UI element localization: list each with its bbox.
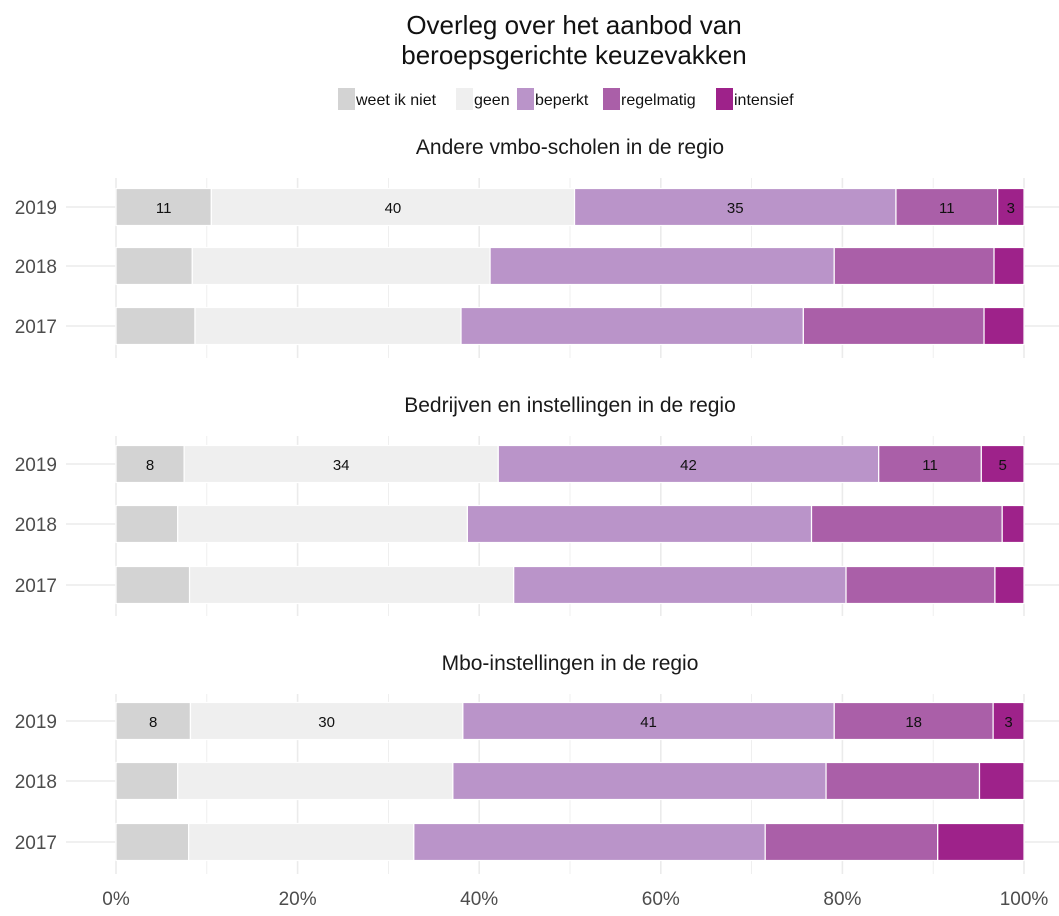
data-label: 11 bbox=[922, 457, 938, 474]
bar-segment bbox=[115, 565, 191, 605]
bar-segment bbox=[115, 761, 179, 801]
y-tick-label: 2017 bbox=[15, 833, 57, 854]
bar-segment bbox=[833, 701, 994, 741]
data-label: 11 bbox=[156, 200, 172, 217]
panel-title: Andere vmbo-scholen in de regio bbox=[416, 136, 724, 159]
bar-segment bbox=[997, 187, 1025, 227]
bar-segment bbox=[115, 444, 185, 484]
bar-segment bbox=[573, 187, 897, 227]
data-label: 18 bbox=[905, 714, 922, 731]
y-tick-label: 2019 bbox=[15, 198, 57, 219]
bar-segment bbox=[177, 761, 454, 801]
bar-segment bbox=[194, 306, 462, 346]
y-tick-label: 2017 bbox=[15, 576, 57, 597]
bar-segment bbox=[802, 306, 985, 346]
bar-segment bbox=[994, 565, 1025, 605]
legend-swatch bbox=[603, 88, 620, 110]
bar-segment bbox=[992, 701, 1025, 741]
y-tick-label: 2017 bbox=[15, 317, 57, 338]
bar-segment bbox=[1001, 504, 1025, 544]
x-tick-label: 80% bbox=[823, 889, 861, 910]
bar-segment bbox=[833, 246, 995, 286]
legend-label: intensief bbox=[734, 92, 794, 109]
bar-segment bbox=[462, 701, 835, 741]
bar-segment bbox=[466, 504, 813, 544]
data-label: 41 bbox=[640, 714, 657, 731]
legend-label: weet ik niet bbox=[355, 92, 437, 109]
data-label: 35 bbox=[727, 200, 744, 217]
x-tick-label: 60% bbox=[642, 889, 680, 910]
data-label: 8 bbox=[149, 714, 157, 731]
panel-title: Mbo-instellingen in de regio bbox=[442, 652, 699, 675]
y-tick-label: 2019 bbox=[15, 712, 57, 733]
bar-segment bbox=[413, 822, 766, 862]
bar-segment bbox=[115, 504, 179, 544]
data-label: 42 bbox=[680, 457, 697, 474]
bar-segment bbox=[452, 761, 827, 801]
legend-swatch bbox=[338, 88, 355, 110]
bar-segment bbox=[825, 761, 981, 801]
data-label: 8 bbox=[146, 457, 154, 474]
data-label: 40 bbox=[385, 200, 402, 217]
bar-segment bbox=[191, 246, 491, 286]
bar-segment bbox=[489, 246, 835, 286]
bar-segment bbox=[188, 565, 515, 605]
y-tick-label: 2018 bbox=[15, 515, 57, 536]
bar-segment bbox=[810, 504, 1003, 544]
data-label: 3 bbox=[1007, 200, 1015, 217]
x-tick-label: 0% bbox=[102, 889, 130, 910]
y-tick-label: 2018 bbox=[15, 257, 57, 278]
bar-segment bbox=[115, 246, 193, 286]
y-tick-label: 2018 bbox=[15, 772, 57, 793]
data-label: 11 bbox=[939, 200, 955, 217]
x-tick-label: 40% bbox=[460, 889, 498, 910]
bar-segment bbox=[188, 822, 415, 862]
chart-title-line: Overleg over het aanbod van bbox=[406, 10, 741, 40]
legend-swatch bbox=[517, 88, 534, 110]
data-label: 3 bbox=[1004, 714, 1012, 731]
bar-segment bbox=[937, 822, 1025, 862]
bar-segment bbox=[993, 246, 1025, 286]
bar-segment bbox=[764, 822, 939, 862]
bar-segment bbox=[115, 822, 190, 862]
legend-swatch bbox=[456, 88, 473, 110]
chart-title-line: beroepsgerichte keuzevakken bbox=[401, 40, 746, 70]
bar-segment bbox=[189, 701, 464, 741]
bar-segment bbox=[845, 565, 996, 605]
legend-swatch bbox=[716, 88, 733, 110]
legend-label: geen bbox=[474, 92, 510, 109]
x-tick-label: 100% bbox=[1000, 889, 1049, 910]
bar-segment bbox=[878, 444, 982, 484]
bar-segment bbox=[980, 444, 1025, 484]
data-label: 5 bbox=[998, 457, 1006, 474]
data-label: 34 bbox=[333, 457, 350, 474]
legend-label: regelmatig bbox=[621, 92, 696, 109]
bar-segment bbox=[115, 306, 196, 346]
panel-title: Bedrijven en instellingen in de regio bbox=[404, 394, 736, 417]
legend-label: beperkt bbox=[535, 92, 589, 109]
y-tick-label: 2019 bbox=[15, 455, 57, 476]
bar-segment bbox=[460, 306, 804, 346]
bar-segment bbox=[177, 504, 468, 544]
bar-segment bbox=[983, 306, 1025, 346]
bar-segment bbox=[513, 565, 847, 605]
bar-segment bbox=[978, 761, 1025, 801]
bar-segment bbox=[497, 444, 880, 484]
data-label: 30 bbox=[318, 714, 335, 731]
x-tick-label: 20% bbox=[279, 889, 317, 910]
